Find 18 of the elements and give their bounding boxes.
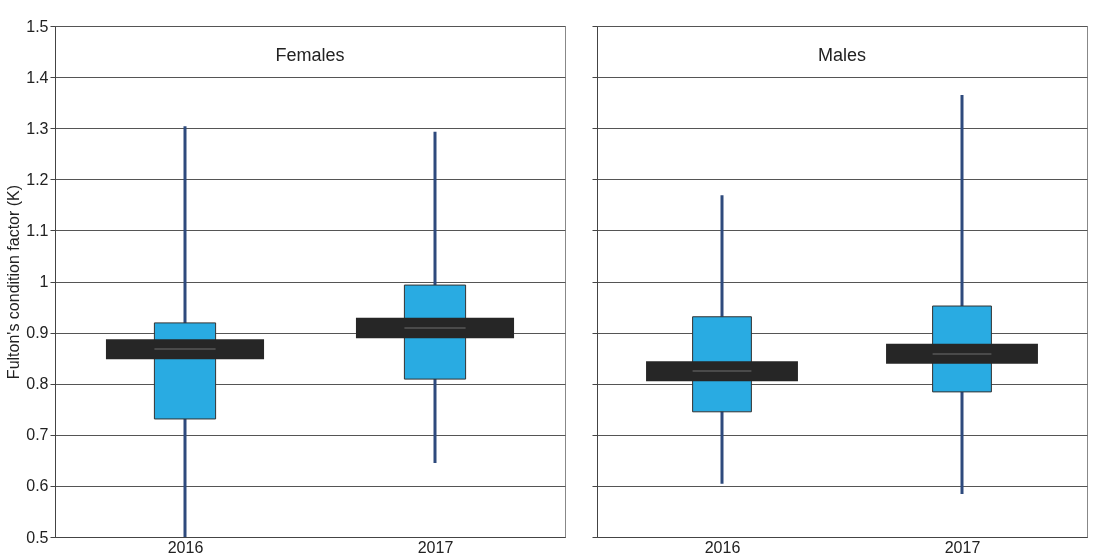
y-tick-label: 1.4 [26,68,49,86]
y-tick-label: 0.6 [26,477,49,495]
y-tick-label: 1.5 [26,17,49,35]
y-tick-label: 1.2 [26,170,49,188]
y-tick-label: 0.5 [26,528,49,546]
y-tick-label: 1.1 [26,221,49,239]
text: Males [817,44,867,65]
text: Females [275,44,345,65]
x-tick-label: 2017 [944,538,981,556]
y-tick-label: 0.7 [26,426,49,444]
y-tick-label: 0.8 [26,375,49,393]
y-axis-title: Fulton's condition factor (K) [5,184,23,380]
x-tick-label: 2017 [417,538,454,556]
y-tick-label: 1.3 [26,119,49,137]
y-tick-label: 0.9 [26,324,49,342]
y-tick-label: 1 [39,273,49,290]
x-tick-label: 2016 [167,538,204,556]
x-tick-label: 2016 [704,538,741,556]
